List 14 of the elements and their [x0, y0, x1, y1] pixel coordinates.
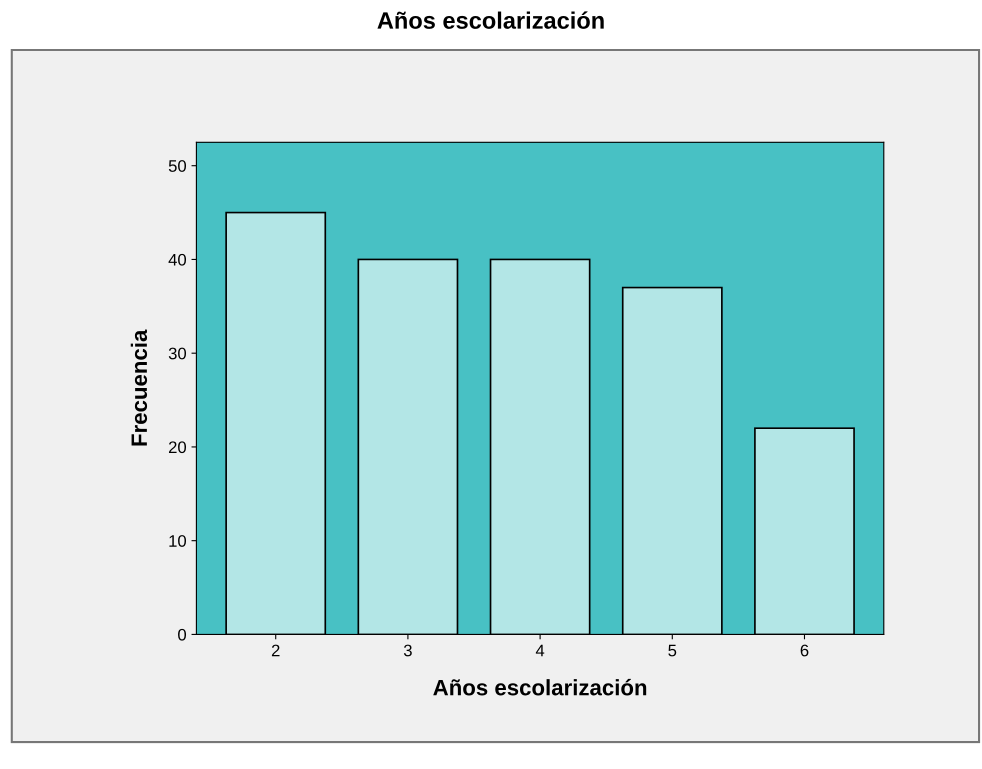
x-tick-label: 5	[668, 644, 676, 656]
y-tick-label: 10	[169, 535, 186, 547]
x-axis-title: Años escolarización	[433, 678, 646, 696]
y-tick-label: 20	[168, 441, 186, 454]
y-tick-label: 30	[168, 348, 186, 360]
y-axis-title: Frecuencia	[130, 330, 148, 446]
x-tick-label: 4	[536, 644, 544, 656]
x-tick-label: 6	[800, 644, 808, 656]
chart-title: Años escolarización	[377, 11, 604, 29]
x-tick-label: 3	[404, 644, 412, 656]
y-tick-label: 40	[168, 254, 186, 266]
y-tick-label: 0	[178, 628, 186, 641]
y-tick-label: 50	[168, 160, 186, 172]
x-tick-label: 2	[272, 644, 280, 656]
